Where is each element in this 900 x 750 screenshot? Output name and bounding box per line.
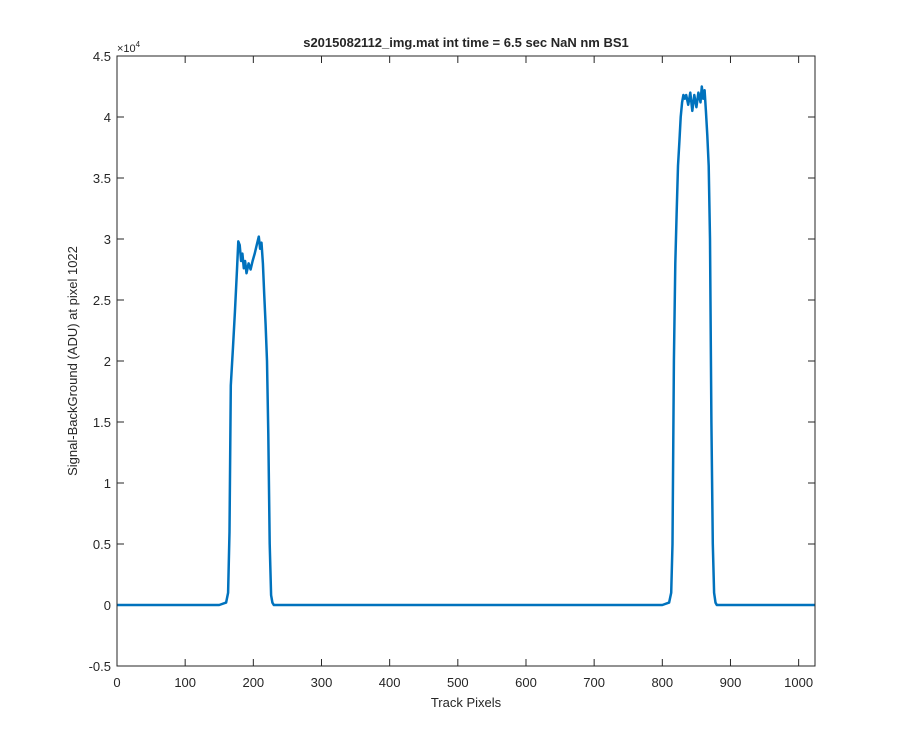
x-tick-label: 0 [113,675,120,690]
x-tick-label: 600 [515,675,537,690]
y-tick-label: 1.5 [93,415,111,430]
y-tick-label: 2 [104,354,111,369]
y-tick-label: 4.5 [93,49,111,64]
x-tick-label: 800 [651,675,673,690]
y-tick-label: 3.5 [93,171,111,186]
axes-box [116,55,816,667]
y-axis-label: Signal-BackGround (ADU) at pixel 1022 [65,246,80,476]
y-tick-label: 3 [104,232,111,247]
x-tick-label: 100 [174,675,196,690]
y-tick-label: -0.5 [89,659,111,674]
y-tick-label: 2.5 [93,293,111,308]
x-tick-label: 300 [311,675,333,690]
series-layer [117,85,815,607]
x-tick-label: 200 [242,675,264,690]
y-tick-label: 0.5 [93,537,111,552]
x-tick-label: 700 [583,675,605,690]
x-tick-label: 500 [447,675,469,690]
y-exponent-label: ×104 [117,40,141,55]
y-exponent-power: 4 [136,40,141,49]
y-tick-label: 0 [104,598,111,613]
x-tick-label: 1000 [784,675,813,690]
x-tick-label: 900 [720,675,742,690]
chart-title: s2015082112_img.mat int time = 6.5 sec N… [303,35,629,50]
y-exponent-base: ×10 [117,43,136,55]
y-tick-label: 4 [104,110,111,125]
y-tick-label: 1 [104,476,111,491]
x-axis-label: Track Pixels [431,695,502,710]
series-line [117,85,815,607]
x-tick-label: 400 [379,675,401,690]
x-axis: 0 100 200 300 400 500 600 700 800 900 1000 [113,56,813,690]
y-axis: -0.5 0 0.5 1 1.5 2 2.5 3 3.5 4 4.5 [89,49,815,674]
